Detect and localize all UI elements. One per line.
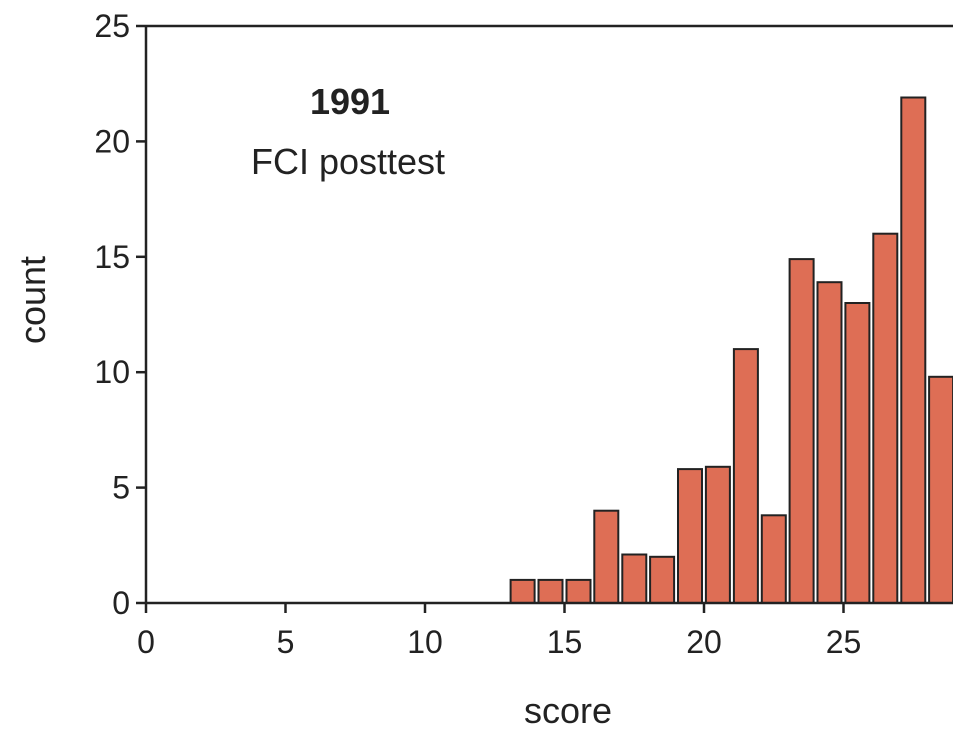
- bar: [704, 465, 731, 604]
- bar: [621, 553, 648, 604]
- bars-group: [509, 96, 953, 605]
- y-tick-label: 5: [112, 470, 130, 506]
- bar: [649, 555, 676, 604]
- y-tick-label: 10: [94, 354, 130, 390]
- bar: [593, 509, 620, 605]
- ticks-group: 0 5 10 15 20 25 0 5 10 15 20 25: [94, 8, 861, 660]
- x-tick-label: 10: [407, 624, 443, 660]
- annotation-year: 1991: [310, 81, 390, 122]
- x-tick-label: 20: [686, 624, 722, 660]
- bar: [509, 578, 536, 605]
- bar: [816, 281, 843, 604]
- bar: [677, 468, 703, 604]
- bar: [537, 578, 564, 605]
- bar: [900, 96, 927, 604]
- x-tick-label: 5: [277, 624, 295, 660]
- x-tick-label: 0: [137, 624, 155, 660]
- bar: [844, 302, 871, 604]
- bar: [872, 232, 899, 604]
- bar: [760, 514, 787, 604]
- axes-group: [144, 24, 953, 605]
- y-tick-label: 25: [94, 8, 130, 44]
- y-tick-label: 0: [112, 585, 130, 621]
- x-tick-label: 25: [826, 624, 862, 660]
- y-tick-label: 20: [94, 123, 130, 159]
- bar: [928, 375, 953, 604]
- bar: [732, 348, 759, 604]
- y-tick-label: 15: [94, 239, 130, 275]
- bar: [788, 258, 815, 604]
- annotation-label: FCI posttest: [251, 141, 445, 182]
- bar: [565, 578, 592, 605]
- x-tick-label: 15: [547, 624, 583, 660]
- y-axis-title: count: [12, 256, 53, 344]
- x-axis-title: score: [524, 690, 612, 731]
